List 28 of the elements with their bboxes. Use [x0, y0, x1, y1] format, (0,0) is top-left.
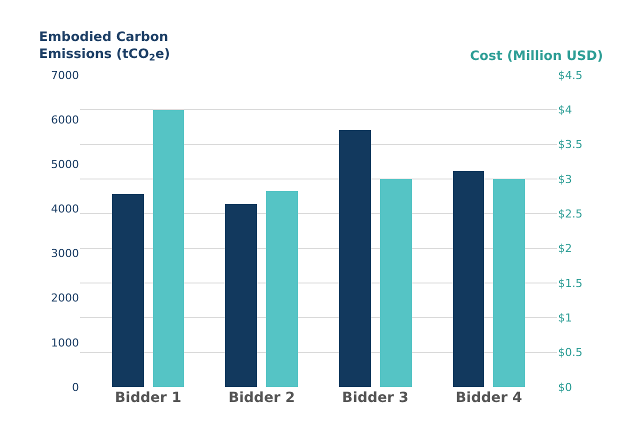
y2-tick-label: $2	[558, 242, 572, 256]
y-tick-label: 0	[72, 380, 79, 394]
y-tick-label: 6000	[51, 113, 79, 126]
y2-tick-label: $0.5	[558, 346, 582, 360]
y-tick-label: 7000	[51, 68, 79, 82]
y2-tick-label: $1	[558, 312, 572, 325]
y2-tick-label: $4	[558, 104, 572, 117]
x-tick-label: Bidder 2	[228, 390, 295, 406]
bar	[266, 191, 298, 387]
y2-tick-label: $3	[558, 172, 572, 186]
x-tick-label: Bidder 1	[114, 390, 182, 406]
x-tick-label: Bidder 4	[456, 390, 522, 406]
y2-tick-label: $2.5	[558, 208, 582, 221]
y2-tick-label: $1.5	[558, 276, 582, 290]
y-tick-label: 4000	[51, 202, 79, 216]
bar	[380, 179, 412, 387]
bar	[493, 179, 525, 387]
y2-tick-label: $3.5	[558, 138, 582, 152]
x-tick-label: Bidder 3	[342, 390, 409, 406]
y2-tick-label: $4.5	[558, 68, 582, 82]
y-tick-label: 2000	[51, 292, 79, 305]
y-tick-label: 3000	[51, 247, 79, 260]
bar	[153, 110, 184, 387]
y-tick-label: 1000	[51, 336, 79, 350]
y-axis-title: Embodied Carbon Emissions (tCO$_{2}$e)	[39, 30, 170, 64]
y-tick-label: 5000	[51, 158, 79, 171]
y2-tick-label: $0	[558, 380, 572, 394]
y2-axis-title: Cost (Million USD)	[470, 49, 604, 64]
